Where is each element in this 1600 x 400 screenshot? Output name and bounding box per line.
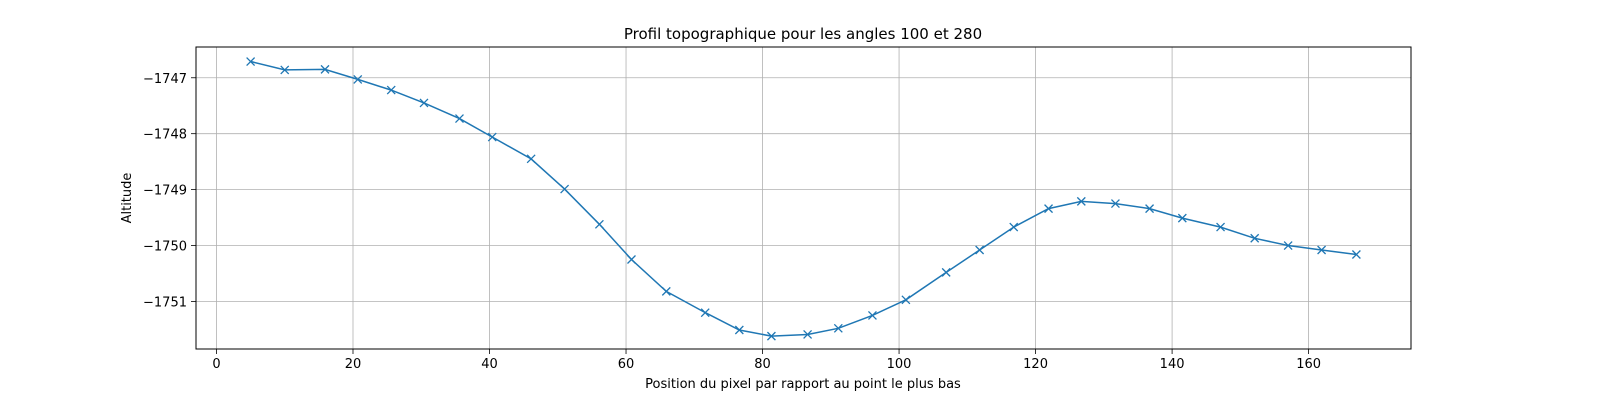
grid: [196, 47, 1411, 349]
x-tick-label: 80: [754, 357, 771, 372]
data-point-marker: [627, 255, 636, 264]
data-point-marker: [700, 308, 710, 318]
data-point-marker: [1177, 213, 1187, 223]
data-point-marker: [1250, 233, 1260, 243]
y-axis: −1747 −1748 −1749 −1750 −1751: [143, 72, 196, 310]
data-point-marker: [975, 245, 985, 255]
data-point-marker: [1317, 245, 1327, 255]
data-point-marker: [526, 154, 536, 164]
data-point-marker: [1076, 196, 1086, 206]
series-markers: [246, 57, 1361, 341]
x-axis-label: Position du pixel par rapport au point l…: [645, 377, 961, 392]
data-point-marker: [246, 57, 256, 67]
data-point-marker: [1110, 199, 1120, 209]
data-point-marker: [455, 114, 464, 124]
data-point-marker: [280, 65, 290, 75]
x-tick-label: 120: [1023, 357, 1048, 372]
plot-area-frame: [195, 46, 1412, 350]
x-tick-label: 160: [1296, 357, 1321, 372]
data-point-marker: [1044, 204, 1054, 214]
data-point-marker: [766, 331, 776, 341]
x-tick-label: 60: [618, 357, 635, 372]
y-tick-label: −1751: [143, 295, 187, 310]
y-tick-label: −1748: [143, 128, 187, 143]
data-point-marker: [560, 184, 570, 194]
data-point-marker: [734, 325, 744, 335]
data-point-marker: [833, 323, 843, 333]
y-axis-label: Altitude: [120, 173, 135, 224]
data-point-marker: [803, 329, 813, 339]
chart-title: Profil topographique pour les angles 100…: [624, 25, 982, 43]
data-point-marker: [353, 74, 363, 84]
data-point-marker: [487, 132, 497, 142]
data-point-marker: [1351, 250, 1361, 259]
data-point-marker: [1283, 241, 1293, 250]
data-point-marker: [1009, 222, 1019, 232]
data-point-marker: [941, 267, 951, 277]
data-point-marker: [386, 85, 396, 95]
y-tick-label: −1750: [143, 240, 187, 255]
data-point-marker: [320, 64, 330, 74]
data-point-marker: [419, 98, 429, 108]
x-tick-label: 0: [212, 357, 220, 372]
data-point-marker: [901, 295, 911, 305]
data-point-marker: [1145, 204, 1155, 214]
y-tick-label: −1749: [143, 184, 187, 199]
series-line: [250, 60, 1357, 337]
data-point-marker: [867, 310, 877, 320]
y-tick-label: −1747: [143, 72, 187, 87]
data-point-marker: [594, 219, 604, 229]
x-tick-label: 40: [481, 357, 498, 372]
x-tick-label: 140: [1160, 357, 1185, 372]
data-point-marker: [661, 286, 671, 296]
x-axis: 0 20 40 60 80 100 120 140 160: [212, 349, 1321, 372]
data-point-marker: [1216, 222, 1226, 232]
x-tick-label: 100: [887, 357, 912, 372]
x-tick-label: 20: [345, 357, 362, 372]
